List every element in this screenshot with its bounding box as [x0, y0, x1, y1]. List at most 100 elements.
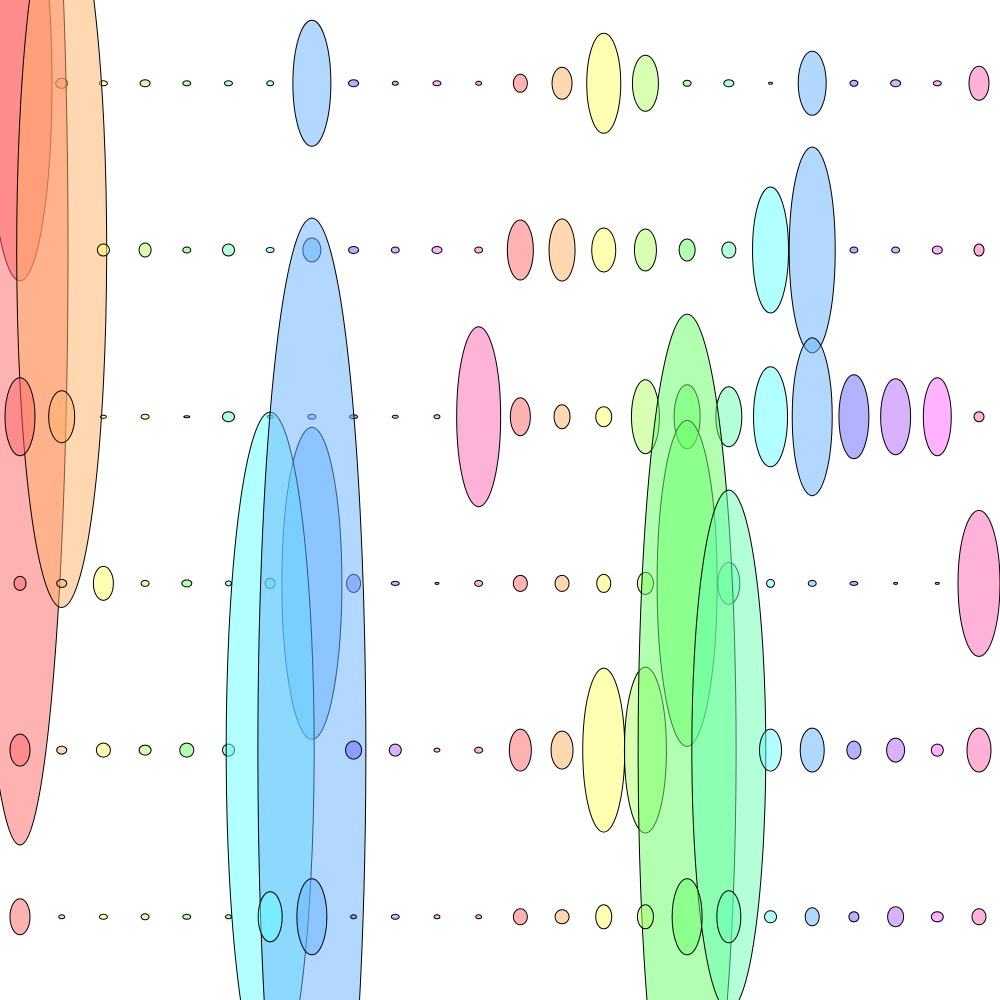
ellipse: [848, 911, 860, 923]
ellipse: [753, 366, 789, 468]
ellipse: [13, 575, 27, 591]
ellipse: [548, 218, 576, 282]
ellipse: [973, 243, 985, 257]
ellipse: [92, 565, 114, 601]
ellipse: [891, 246, 901, 254]
ellipse: [636, 904, 654, 930]
ellipse: [766, 578, 776, 588]
ellipse: [96, 243, 110, 257]
ellipse: [512, 908, 528, 926]
ellipse: [595, 406, 613, 428]
ellipse: [140, 913, 150, 921]
ellipse: [930, 743, 944, 757]
ellipse: [138, 242, 152, 258]
ellipse: [345, 740, 363, 760]
ellipse: [791, 337, 833, 497]
ellipse: [434, 581, 440, 585]
ellipse: [849, 580, 859, 586]
ellipse: [4, 377, 36, 457]
ellipse: [932, 80, 942, 87]
ellipse: [678, 238, 696, 262]
ellipse: [930, 911, 944, 923]
ellipse: [966, 727, 992, 773]
ellipse: [181, 579, 193, 588]
ellipse: [456, 326, 502, 508]
ellipse: [221, 411, 235, 423]
ellipse: [58, 914, 66, 920]
ellipse: [390, 580, 400, 586]
ellipse: [788, 146, 836, 354]
ellipse: [140, 413, 150, 420]
ellipse: [797, 50, 827, 116]
ellipse: [721, 241, 737, 259]
ellipse: [893, 581, 899, 585]
ellipse: [553, 404, 571, 430]
ellipse: [182, 913, 192, 920]
ellipse: [292, 19, 332, 147]
ellipse: [56, 745, 68, 755]
ellipse: [582, 667, 626, 833]
ellipse: [807, 579, 817, 587]
ellipse: [183, 415, 191, 419]
ellipse: [224, 914, 232, 920]
ellipse: [880, 378, 912, 456]
ellipse: [182, 80, 192, 87]
ellipse: [433, 747, 441, 753]
ellipse: [716, 890, 742, 944]
ellipse: [804, 907, 820, 927]
ellipse: [390, 913, 400, 920]
ellipse: [723, 79, 735, 88]
ellipse: [431, 246, 443, 254]
ellipse: [474, 579, 484, 587]
ellipse: [506, 219, 534, 281]
ellipse: [348, 79, 360, 88]
ellipse: [221, 243, 235, 257]
ellipse: [890, 79, 902, 88]
ellipse: [48, 390, 76, 444]
ellipse: [433, 914, 441, 920]
ellipse: [509, 397, 531, 437]
ellipse: [223, 80, 233, 87]
ellipse: [512, 73, 528, 93]
ellipse: [586, 32, 622, 134]
ellipse: [846, 740, 862, 760]
ellipse: [56, 578, 68, 588]
ellipse: [179, 742, 195, 758]
ellipse: [296, 878, 328, 956]
ellipse: [99, 414, 107, 419]
ellipse: [474, 246, 484, 254]
ellipse: [474, 746, 484, 754]
ellipse: [554, 909, 570, 925]
ellipse: [475, 914, 483, 920]
ellipse: [388, 743, 402, 757]
ellipse: [138, 744, 152, 756]
ellipse: [768, 81, 774, 85]
ellipse: [886, 737, 906, 763]
ellipse: [257, 891, 283, 943]
ellipse: [139, 79, 151, 88]
ellipse: [512, 574, 528, 592]
ellipse: [633, 228, 657, 272]
ellipse: [391, 80, 399, 86]
ellipse: [551, 66, 573, 100]
ellipse: [922, 377, 952, 457]
ellipse: [182, 246, 192, 254]
ellipse: [595, 904, 613, 930]
ellipse: [391, 414, 399, 419]
ellipse: [849, 246, 859, 254]
ellipse: [799, 727, 825, 773]
ellipse: [957, 509, 1000, 657]
ellipse: [433, 414, 441, 420]
ellipse: [596, 573, 612, 593]
ellipse: [759, 728, 783, 772]
ellipse: [98, 913, 108, 920]
ellipse: [968, 65, 990, 101]
ellipse: [550, 730, 574, 770]
ellipse: [257, 217, 367, 1000]
ellipse: [934, 581, 940, 585]
ellipse: [9, 898, 31, 936]
ellipse: [348, 246, 360, 254]
ellipse: [838, 374, 870, 460]
